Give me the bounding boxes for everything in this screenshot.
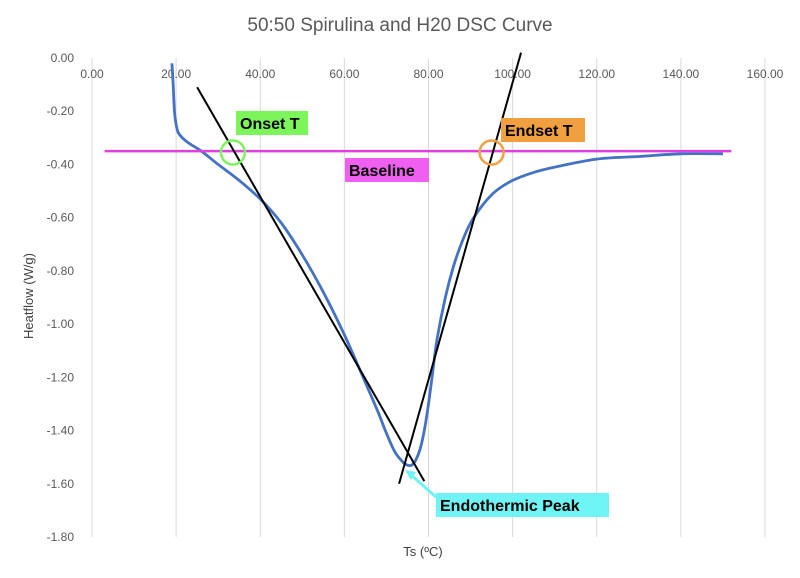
x-tick-label: 40.00 [245,67,275,81]
endset-marker-circle [478,139,505,166]
y-tick-label: -1.00 [47,317,75,331]
x-tick-label: 0.00 [80,67,104,81]
x-tick-label: 120.00 [578,67,615,81]
y-tick-label: -1.60 [47,477,75,491]
x-tick-label: 100.00 [494,67,531,81]
endset-label: Endset T [505,123,573,140]
peak-arrow-head [405,470,416,480]
endset-label-bg [501,118,585,142]
y-tick-label: -0.80 [47,264,75,278]
endset-tangent-line [398,52,522,485]
y-axis-title: Heatflow (W/g) [21,253,36,339]
x-tick-labels: 0.00 20.00 40.00 60.00 80.00 100.00 120.00 140.… [80,67,783,81]
onset-label-bg [236,111,308,135]
onset-label: Onset T [240,116,300,133]
x-tick-label: 80.00 [413,67,443,81]
y-tick-label: 0.00 [51,51,75,65]
y-tick-labels: 0.00 -0.20 -0.40 -0.60 -0.80 -1.00 -1.20 -1.40 -… [47,51,75,544]
baseline-label: Baseline [349,163,415,180]
y-tick-label: -1.40 [47,424,75,438]
y-tick-label: -1.20 [47,370,75,384]
peak-arrow [409,472,437,499]
chart-title: 50:50 Spirulina and H20 DSC Curve [247,15,552,36]
peak-label-bg [436,493,609,517]
y-tick-label: -1.80 [47,530,75,544]
y-tick-label: -0.20 [47,104,75,118]
baseline-label-bg [345,158,429,182]
x-tick-label: 160.00 [747,67,784,81]
y-tick-label: -0.40 [47,157,75,171]
onset-tangent-line [196,86,426,482]
y-tick-label: -0.60 [47,211,75,225]
onset-marker-circle [219,139,247,166]
dsc-curve-line [170,63,723,468]
peak-label: Endothermic Peak [440,498,580,515]
x-tick-label: 60.00 [329,67,359,81]
x-tick-label: 20.00 [161,67,191,81]
x-axis-title: Ts (ºC) [403,544,442,559]
x-tick-label: 140.00 [663,67,700,81]
